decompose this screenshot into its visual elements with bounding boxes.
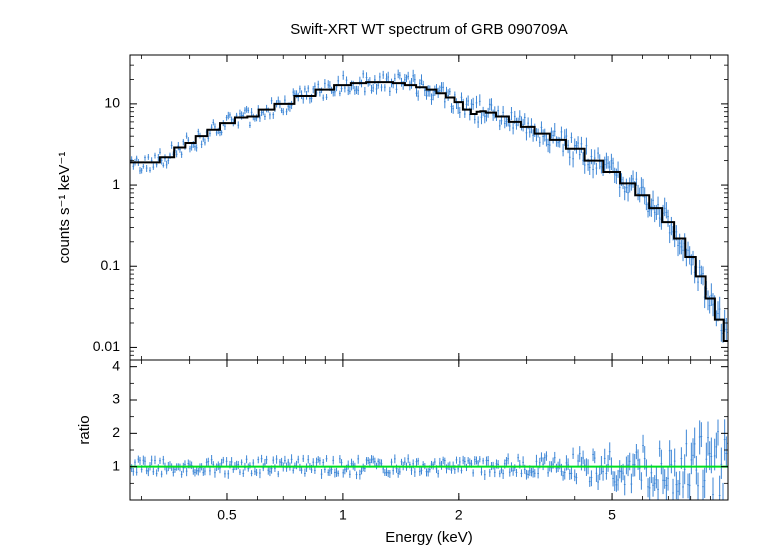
x-tick-label: 2 [455,507,463,523]
y-tick-label-top: 1 [112,176,120,192]
y-axis-label-bottom: ratio [76,415,93,444]
chart-title: Swift-XRT WT spectrum of GRB 090709A [290,21,568,38]
y-tick-label-bottom: 3 [112,391,120,407]
x-tick-label: 5 [608,507,616,523]
spectrum-chart: Swift-XRT WT spectrum of GRB 090709A 0.5 1… [0,0,758,556]
y-tick-label-bottom: 2 [112,424,120,440]
y-axis-label-top: counts s⁻¹ keV⁻¹ [56,152,73,264]
y-tick-label-top: 10 [104,95,120,111]
chart-container: Swift-XRT WT spectrum of GRB 090709A 0.5 1… [0,0,758,556]
x-axis-label: Energy (keV) [385,529,473,546]
y-tick-label-top: 0.01 [93,338,120,354]
x-tick-label: 0.5 [217,507,237,523]
x-tick-label: 1 [339,507,347,523]
y-tick-label-top: 0.1 [101,257,121,273]
y-tick-label-bottom: 4 [112,357,120,373]
y-tick-label-bottom: 1 [112,457,120,473]
